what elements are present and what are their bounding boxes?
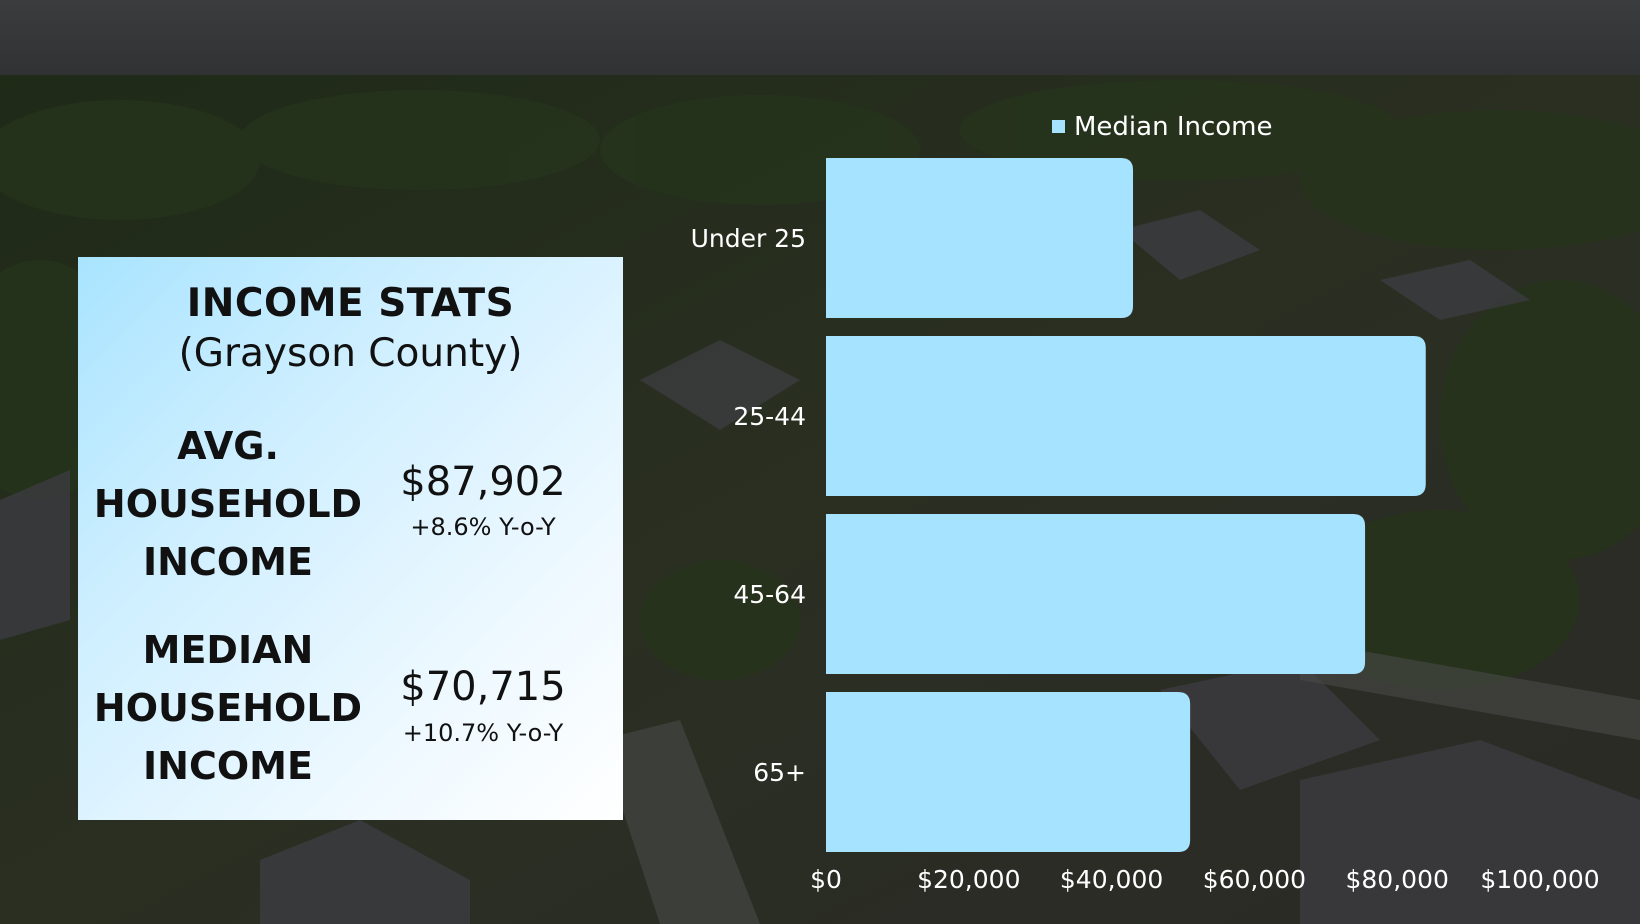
x-tick-label: $0 (810, 865, 842, 894)
median-label-line-3: INCOME (143, 744, 313, 788)
median-label-line-2: HOUSEHOLD (93, 686, 363, 730)
x-tick-label: $100,000 (1480, 865, 1599, 894)
category-label-45-64: 45-64 (733, 580, 806, 609)
category-label-65-: 65+ (753, 758, 806, 787)
chart-bars (826, 158, 1426, 852)
x-tick-label: $80,000 (1346, 865, 1449, 894)
income-stats-card: INCOME STATS (Grayson County) AVG. HOUSE… (78, 257, 623, 820)
avg-label-line-3: INCOME (143, 540, 313, 584)
category-labels: Under 25 25-44 45-64 65+ (691, 224, 806, 787)
median-household-income-label: MEDIAN HOUSEHOLD INCOME (88, 621, 368, 795)
x-tick-label: $40,000 (1060, 865, 1163, 894)
avg-household-income-change: +8.6% Y-o-Y (410, 513, 556, 541)
card-subtitle: (Grayson County) (178, 331, 523, 376)
chart-legend: Median Income (1052, 112, 1273, 142)
x-axis-tick-labels: $0 $20,000 $40,000 $60,000 $80,000 $100,000 (810, 865, 1600, 894)
category-label-under-25: Under 25 (691, 224, 806, 253)
avg-label-line-2: HOUSEHOLD (93, 482, 363, 526)
avg-household-income-value: $87,902 (400, 459, 566, 505)
median-household-income-value: $70,715 (400, 664, 566, 710)
bar-65- (826, 692, 1191, 852)
card-title: INCOME STATS (186, 281, 515, 326)
bar-under-25 (826, 158, 1134, 318)
x-tick-label: $20,000 (917, 865, 1020, 894)
category-label-25-44: 25-44 (733, 402, 806, 431)
avg-label-line-1: AVG. (177, 424, 279, 468)
avg-household-income-label: AVG. HOUSEHOLD INCOME (88, 417, 368, 591)
median-household-income-change: +10.7% Y-o-Y (402, 719, 564, 747)
bar-45-64 (826, 514, 1366, 674)
x-tick-label: $60,000 (1203, 865, 1306, 894)
median-label-line-1: MEDIAN (142, 628, 314, 672)
bar-25-44 (826, 336, 1426, 496)
legend-swatch (1052, 120, 1065, 133)
legend-label: Median Income (1074, 112, 1273, 142)
